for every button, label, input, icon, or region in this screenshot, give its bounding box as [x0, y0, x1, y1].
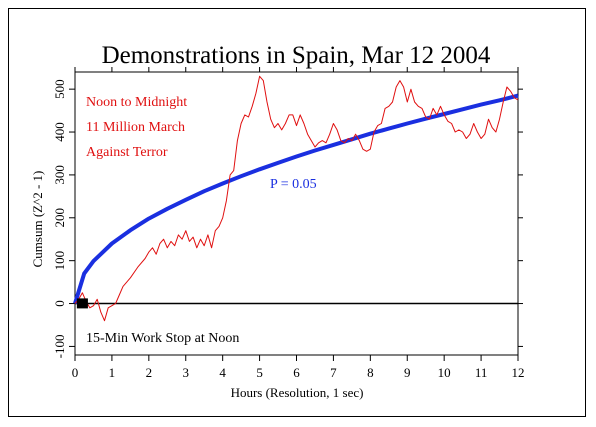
y-tick-label: 300	[52, 165, 67, 185]
series-line-probability-envelope	[73, 93, 519, 305]
x-tick-label: 11	[475, 365, 488, 380]
annotation-line-3: Against Terror	[86, 145, 168, 160]
y-tick-label: 200	[52, 208, 67, 228]
x-tick-label: 8	[367, 365, 374, 380]
y-tick-label: 400	[52, 122, 67, 142]
probability-label: P = 0.05	[270, 177, 317, 192]
x-tick-label: 3	[183, 365, 190, 380]
annotation-line-1: Noon to Midnight	[86, 95, 187, 110]
work-stop-note: 15-Min Work Stop at Noon	[86, 331, 239, 346]
x-tick-label: 6	[293, 365, 300, 380]
x-tick-label: 9	[404, 365, 411, 380]
y-tick-label: 100	[52, 251, 67, 271]
x-tick-label: 12	[512, 365, 525, 380]
chart-title: Demonstrations in Spain, Mar 12 2004	[102, 42, 491, 69]
x-axis: 0 1 2 3 4 5 6 7 8 9 10 11 12	[72, 67, 525, 380]
y-tick-label: -100	[52, 335, 67, 359]
x-tick-label: 1	[109, 365, 116, 380]
x-tick-label: 2	[146, 365, 153, 380]
work-stop-marker	[76, 298, 88, 309]
plot-border	[74, 71, 519, 356]
x-tick-label: 5	[256, 365, 263, 380]
y-tick-label: 500	[52, 79, 67, 99]
series-line-cumsum	[74, 75, 519, 322]
y-axis-label: Cumsum (Z^2 - 1)	[30, 171, 45, 268]
chart-frame	[8, 8, 586, 417]
x-axis-label: Hours (Resolution, 1 sec)	[231, 385, 364, 400]
x-tick-label: 10	[438, 365, 451, 380]
plot-area	[74, 71, 519, 356]
annotation-line-2: 11 Million March	[86, 120, 185, 135]
x-tick-label: 4	[219, 365, 226, 380]
y-tick-label: 0	[52, 300, 67, 307]
y-axis: -100 0 100 200 300 400 500	[52, 79, 523, 358]
series-layer	[73, 75, 519, 322]
x-tick-label: 7	[330, 365, 337, 380]
x-tick-label: 0	[72, 365, 79, 380]
